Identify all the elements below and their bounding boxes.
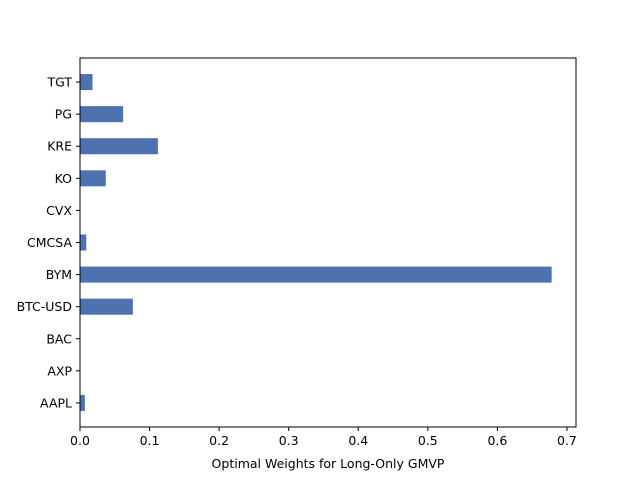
y-tick-label-kre: KRE xyxy=(47,139,72,154)
bar-tgt xyxy=(80,74,93,91)
bar-ko xyxy=(80,170,106,187)
x-tick-label-5: 0.5 xyxy=(418,433,438,448)
y-tick-label-aapl: AAPL xyxy=(40,395,72,410)
y-tick-label-cvx: CVX xyxy=(46,203,72,218)
y-tick-label-axp: AXP xyxy=(47,363,72,378)
y-tick-label-tgt: TGT xyxy=(46,75,72,90)
x-axis-label: Optimal Weights for Long-Only GMVP xyxy=(212,456,445,471)
x-tick-label-4: 0.4 xyxy=(348,433,368,448)
plot-frame xyxy=(79,57,577,428)
bar-kre xyxy=(80,138,158,155)
y-tick-label-ko: KO xyxy=(55,171,73,186)
y-axis-ticks: AAPL AXP BAC BTC-USD BYM CMCSA CVX KO KRE PG TGT xyxy=(17,75,80,410)
y-tick-label-bym: BYM xyxy=(46,267,72,282)
y-tick-label-bac: BAC xyxy=(46,331,72,346)
x-tick-label-0: 0.0 xyxy=(70,433,90,448)
bars-group xyxy=(80,74,552,411)
x-tick-label-6: 0.6 xyxy=(487,433,507,448)
bar-pg xyxy=(80,106,124,123)
bar-btc-usd xyxy=(80,298,133,315)
x-tick-label-7: 0.7 xyxy=(557,433,577,448)
bar-aapl xyxy=(80,394,85,411)
y-tick-label-pg: PG xyxy=(55,107,72,122)
x-tick-label-1: 0.1 xyxy=(140,433,160,448)
bar-bym xyxy=(80,266,552,283)
y-tick-label-btc-usd: BTC-USD xyxy=(17,299,72,314)
y-tick-label-cmcsa: CMCSA xyxy=(27,235,72,250)
x-axis-ticks: 0.0 0.1 0.2 0.3 0.4 0.5 0.6 0.7 xyxy=(70,427,577,448)
x-tick-label-3: 0.3 xyxy=(279,433,299,448)
x-tick-label-2: 0.2 xyxy=(209,433,229,448)
bar-cmcsa xyxy=(80,234,87,251)
